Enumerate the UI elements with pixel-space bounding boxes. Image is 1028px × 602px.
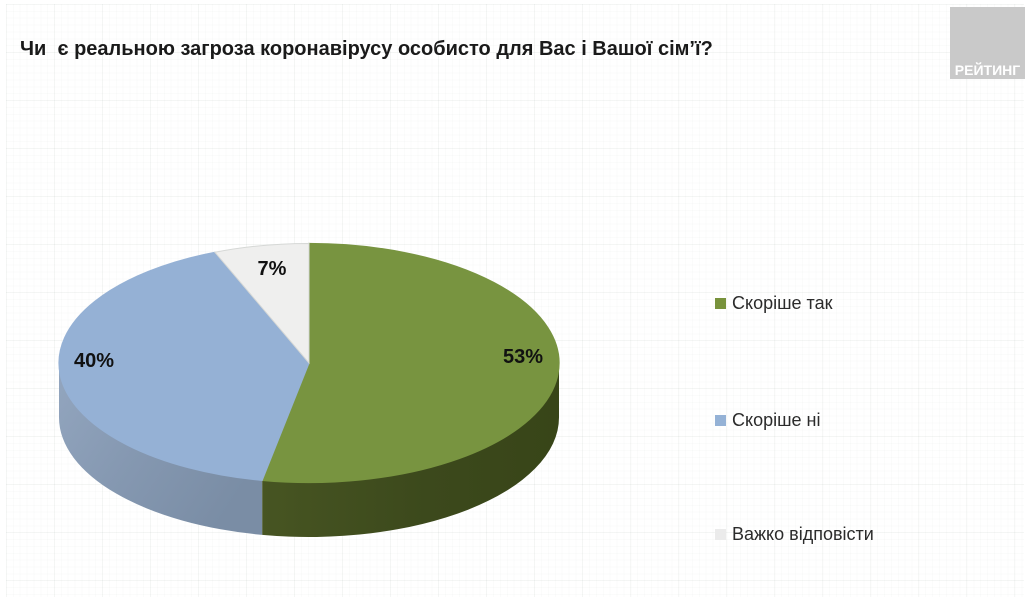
svg-text:40%: 40% bbox=[74, 350, 114, 372]
svg-text:7%: 7% bbox=[258, 258, 287, 280]
svg-text:53%: 53% bbox=[503, 346, 543, 368]
